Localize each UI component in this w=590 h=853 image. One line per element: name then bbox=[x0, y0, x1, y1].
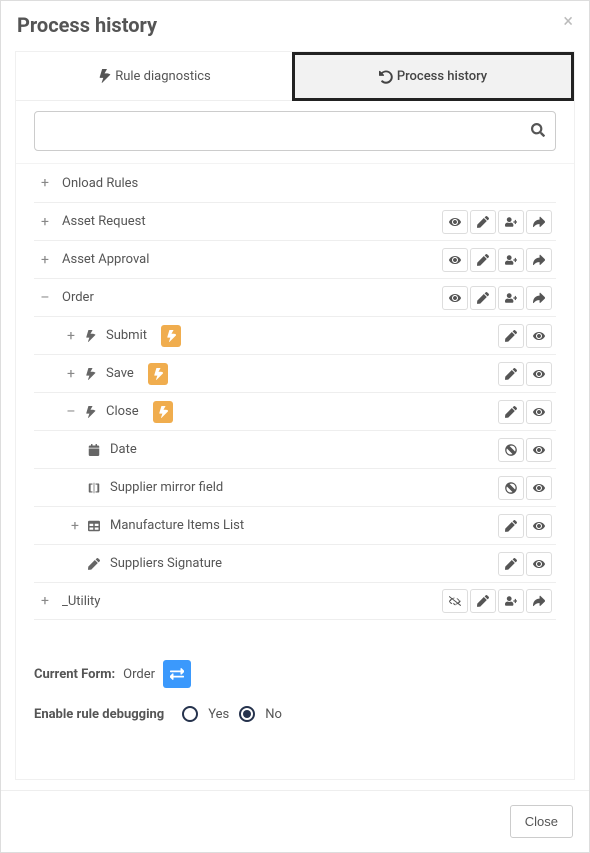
assign-user-icon[interactable] bbox=[498, 286, 524, 310]
current-form-value: Order bbox=[123, 667, 155, 682]
expand-toggle[interactable]: + bbox=[38, 175, 52, 191]
enable-debug-label: Enable rule debugging bbox=[34, 707, 164, 722]
close-button[interactable]: Close bbox=[510, 805, 573, 838]
tree-row-close[interactable]: – Close bbox=[34, 392, 556, 430]
tree-label: Close bbox=[102, 404, 143, 419]
view-icon[interactable] bbox=[526, 400, 552, 424]
tab-label: Process history bbox=[397, 69, 487, 84]
tab-bar: Rule diagnostics Process history bbox=[16, 52, 574, 101]
tree-label: Asset Request bbox=[58, 214, 436, 229]
bolt-icon bbox=[84, 406, 96, 418]
view-icon[interactable] bbox=[526, 362, 552, 386]
process-tree: + Onload Rules + Asset Request + Asset A… bbox=[16, 164, 574, 620]
edit-icon[interactable] bbox=[498, 400, 524, 424]
tree-label: Date bbox=[106, 442, 492, 457]
view-icon[interactable] bbox=[526, 476, 552, 500]
current-form-label: Current Form: bbox=[34, 667, 115, 682]
assign-user-icon[interactable] bbox=[498, 589, 524, 613]
collapse-toggle[interactable]: – bbox=[64, 404, 78, 420]
share-icon[interactable] bbox=[526, 248, 552, 272]
hidden-icon[interactable] bbox=[442, 589, 468, 613]
view-icon[interactable] bbox=[526, 514, 552, 538]
tree-row-manufacture-items[interactable]: + Manufacture Items List bbox=[34, 506, 556, 544]
pencil-icon bbox=[88, 558, 100, 570]
view-icon[interactable] bbox=[526, 438, 552, 462]
tree-label: Suppliers Signature bbox=[106, 556, 492, 571]
view-icon[interactable] bbox=[442, 286, 468, 310]
expand-toggle[interactable]: + bbox=[38, 214, 52, 230]
share-icon[interactable] bbox=[526, 286, 552, 310]
edit-icon[interactable] bbox=[470, 210, 496, 234]
search-icon[interactable] bbox=[531, 122, 545, 141]
tab-rule-diagnostics[interactable]: Rule diagnostics bbox=[16, 52, 292, 101]
tree-label: Submit bbox=[102, 328, 151, 343]
disabled-icon[interactable] bbox=[498, 476, 524, 500]
disabled-icon[interactable] bbox=[498, 438, 524, 462]
bolt-icon bbox=[84, 368, 96, 380]
assign-user-icon[interactable] bbox=[498, 248, 524, 272]
share-icon[interactable] bbox=[526, 210, 552, 234]
enable-debug-row: Enable rule debugging Yes No bbox=[34, 706, 556, 722]
bolt-icon bbox=[84, 330, 96, 342]
edit-icon[interactable] bbox=[498, 514, 524, 538]
edit-icon[interactable] bbox=[498, 552, 524, 576]
tree-row-utility[interactable]: + _Utility bbox=[34, 582, 556, 620]
tree-row-supplier-mirror[interactable]: Supplier mirror field bbox=[34, 468, 556, 506]
view-icon[interactable] bbox=[442, 248, 468, 272]
edit-icon[interactable] bbox=[470, 248, 496, 272]
expand-toggle[interactable]: + bbox=[64, 328, 78, 344]
tree-label: Save bbox=[102, 366, 138, 381]
radio-yes[interactable] bbox=[182, 706, 198, 722]
expand-toggle[interactable]: + bbox=[38, 252, 52, 268]
expand-toggle[interactable]: + bbox=[68, 518, 82, 534]
collapse-toggle[interactable]: – bbox=[38, 290, 52, 306]
rule-badge-icon bbox=[153, 401, 173, 423]
tree-row-date[interactable]: Date bbox=[34, 430, 556, 468]
table-icon bbox=[88, 520, 100, 532]
tree-label: Manufacture Items List bbox=[106, 518, 492, 533]
tree-row-submit[interactable]: + Submit bbox=[34, 316, 556, 354]
search-input[interactable] bbox=[45, 123, 531, 140]
search-box bbox=[34, 111, 556, 151]
tree-row-order[interactable]: – Order bbox=[34, 278, 556, 316]
view-icon[interactable] bbox=[526, 324, 552, 348]
edit-icon[interactable] bbox=[470, 589, 496, 613]
tab-process-history[interactable]: Process history bbox=[292, 52, 574, 101]
switch-form-button[interactable] bbox=[163, 660, 191, 688]
tab-label: Rule diagnostics bbox=[115, 69, 211, 84]
rule-badge-icon bbox=[148, 363, 168, 385]
view-icon[interactable] bbox=[442, 210, 468, 234]
assign-user-icon[interactable] bbox=[498, 210, 524, 234]
tree-label: Supplier mirror field bbox=[106, 480, 492, 495]
edit-icon[interactable] bbox=[498, 324, 524, 348]
share-icon[interactable] bbox=[526, 589, 552, 613]
tree-label: Onload Rules bbox=[58, 176, 552, 191]
rule-badge-icon bbox=[161, 325, 181, 347]
close-icon[interactable]: × bbox=[563, 13, 573, 31]
edit-icon[interactable] bbox=[498, 362, 524, 386]
tree-row-onload-rules[interactable]: + Onload Rules bbox=[34, 164, 556, 202]
modal-title: Process history bbox=[17, 13, 157, 37]
mirror-field-icon bbox=[88, 482, 100, 494]
tree-row-save[interactable]: + Save bbox=[34, 354, 556, 392]
tree-row-asset-request[interactable]: + Asset Request bbox=[34, 202, 556, 240]
radio-no[interactable] bbox=[239, 706, 255, 722]
edit-icon[interactable] bbox=[470, 286, 496, 310]
radio-no-label: No bbox=[265, 707, 282, 722]
tree-row-asset-approval[interactable]: + Asset Approval bbox=[34, 240, 556, 278]
tree-label: _Utility bbox=[58, 594, 436, 609]
radio-yes-label: Yes bbox=[208, 707, 229, 722]
tree-label: Order bbox=[58, 290, 436, 305]
tree-row-suppliers-signature[interactable]: Suppliers Signature bbox=[34, 544, 556, 582]
current-form-row: Current Form: Order bbox=[34, 660, 556, 688]
expand-toggle[interactable]: + bbox=[38, 593, 52, 609]
calendar-icon bbox=[88, 444, 100, 456]
expand-toggle[interactable]: + bbox=[64, 366, 78, 382]
view-icon[interactable] bbox=[526, 552, 552, 576]
tree-label: Asset Approval bbox=[58, 252, 436, 267]
